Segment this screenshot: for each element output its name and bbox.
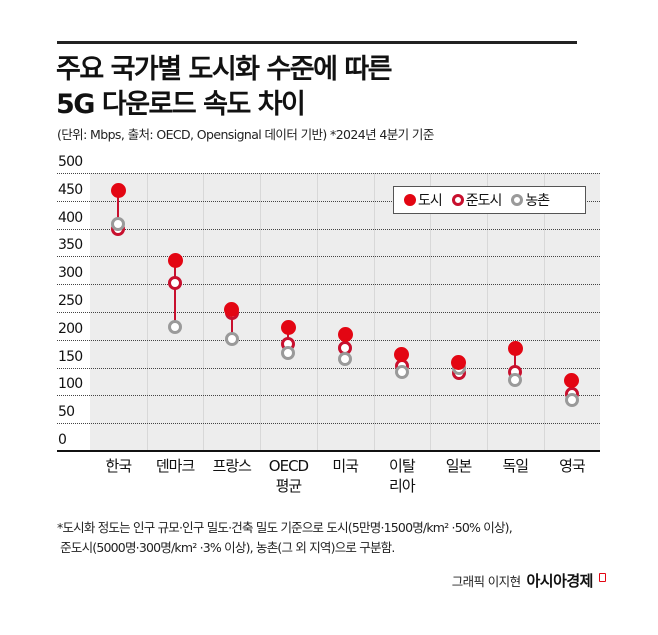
title-line-2: 5G 다운로드 속도 차이 [56, 89, 306, 120]
y-tick-label: 200 [58, 320, 83, 337]
gridline [57, 228, 600, 230]
range-stem [117, 190, 120, 230]
gray-ring-icon [511, 194, 524, 206]
legend-item-city: 도시 [404, 190, 443, 210]
top-rule [57, 41, 577, 44]
data-point-city [394, 346, 410, 362]
title-line-1: 주요 국가별 도시화 수준에 따른 [56, 54, 393, 85]
legend-item-rural: 농촌 [511, 190, 550, 210]
legend-label-rural: 농촌 [525, 193, 550, 209]
y-tick-label: 150 [58, 348, 83, 365]
data-point-city [337, 326, 353, 342]
data-point-city [167, 253, 183, 269]
y-tick-label: 0 [58, 432, 67, 448]
data-point-rural [338, 352, 353, 367]
brand-mark-icon [599, 573, 606, 582]
x-tick-label: 미국 [332, 457, 359, 475]
data-point-city [507, 340, 523, 356]
y-tick-label: 250 [58, 293, 83, 309]
footnote-line-1: *도시화 정도는 인구 규모·인구 밀도·건축 밀도 기준으로 도시(5만명·1… [57, 520, 513, 535]
legend-label-city: 도시 [418, 193, 443, 209]
chart-subtitle: (단위: Mbps, 출처: OECD, Opensignal 데이터 기반) … [57, 127, 434, 142]
x-tick-label: OECD 평균 [268, 457, 309, 495]
gridline [57, 256, 600, 258]
gridline [57, 367, 600, 369]
gridline [57, 423, 600, 425]
credit: 그래픽 이지현 아시아경제 [452, 570, 606, 591]
brand-logo: 아시아경제 [526, 572, 593, 590]
x-tick-label: 프랑스 [212, 457, 252, 475]
y-tick-label: 50 [58, 404, 75, 421]
x-axis-line [57, 450, 600, 452]
red-ring-icon [451, 194, 464, 206]
y-tick-label: 450 [58, 181, 83, 198]
data-point-rural [508, 372, 523, 387]
gridline [57, 312, 600, 313]
x-tick-label: 덴마크 [155, 457, 195, 475]
gridline [57, 339, 600, 341]
gridline [57, 173, 600, 174]
x-tick-label: 독일 [502, 457, 529, 475]
range-stem [230, 309, 233, 340]
data-point-city [451, 354, 467, 370]
graphic-credit: 그래픽 이지현 [451, 574, 521, 589]
data-point-rural [168, 320, 183, 334]
data-point-city [564, 373, 580, 389]
legend-label-semi: 준도시 [465, 193, 503, 209]
data-point-city [280, 319, 296, 335]
chart-title: 주요 국가별 도시화 수준에 따른 5G 다운로드 속도 차이 [56, 52, 393, 122]
y-tick-label: 400 [58, 209, 83, 226]
footnote-line-2: 준도시(5000명·300명/km² ·3% 이상), 농촌(그 외 지역)으로… [57, 540, 395, 555]
filled-circle-icon [404, 194, 416, 206]
x-tick-label: 일본 [445, 457, 473, 475]
x-tick-label: 한국 [105, 457, 133, 475]
gridline [57, 395, 600, 397]
y-tick-label: 100 [58, 376, 83, 393]
data-point-city [224, 301, 240, 317]
y-tick-label: 350 [58, 237, 83, 254]
data-point-rural [281, 346, 296, 361]
gridline [57, 200, 600, 202]
legend-item-semi: 준도시 [451, 190, 503, 210]
data-point-rural [224, 332, 239, 347]
data-point-semi [168, 276, 183, 291]
data-point-rural [564, 392, 579, 407]
y-tick-label: 500 [58, 154, 83, 170]
legend: 도시 준도시 농촌 [393, 186, 586, 214]
x-tick-label: 영국 [559, 457, 586, 475]
range-stem [174, 260, 177, 327]
data-point-rural [394, 365, 409, 380]
x-tick-label: 이탈 리아 [389, 457, 416, 495]
range-stem [514, 348, 517, 380]
footnote: *도시화 정도는 인구 규모·인구 밀도·건축 밀도 기준으로 도시(5만명·1… [57, 518, 513, 558]
data-point-city [110, 182, 126, 198]
y-tick-label: 300 [58, 265, 83, 282]
data-point-rural [111, 217, 126, 232]
gridline [57, 284, 600, 286]
